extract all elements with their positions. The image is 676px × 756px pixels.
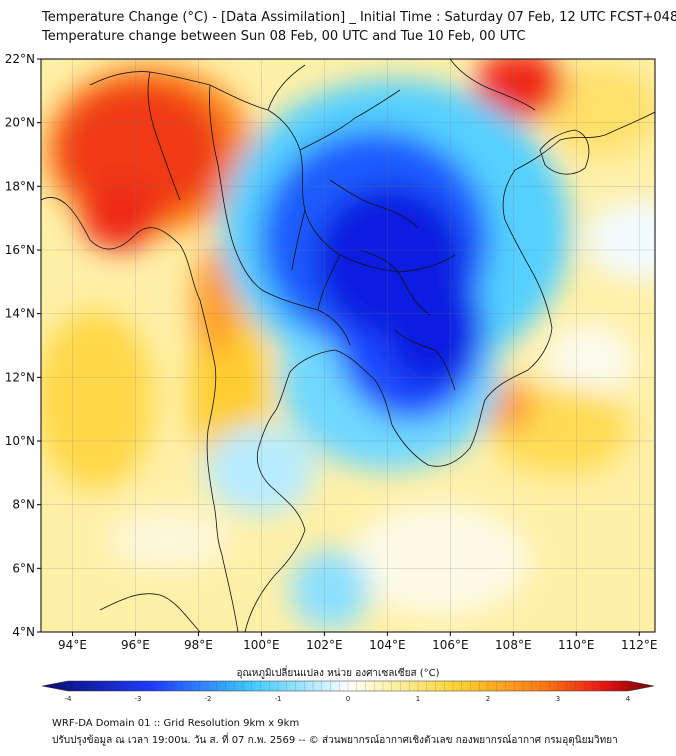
colorbar-tick-label: -3 — [135, 695, 142, 703]
latitude-axis: 22°N 20°N 18°N 16°N 14°N 12°N 10°N 8°N 6°N 4°N — [5, 52, 41, 639]
colorbar-tick-label: 4 — [626, 695, 631, 703]
footer-model-info: WRF-DA Domain 01 :: Grid Resolution 9km … — [52, 718, 300, 729]
lat-tick-label: 20°N — [5, 116, 35, 130]
colorbar-tick-label: 3 — [556, 695, 560, 703]
lon-tick-label: 94°E — [58, 638, 87, 652]
colorbar-tick-label: 2 — [486, 695, 490, 703]
lon-tick-label: 96°E — [121, 638, 150, 652]
lon-tick-label: 106°E — [432, 638, 469, 652]
footer-credit: ปรับปรุงข้อมูล ณ เวลา 19:00น. วัน ส. ที่… — [52, 735, 618, 746]
lat-tick-label: 12°N — [5, 370, 35, 384]
lat-tick-label: 10°N — [5, 434, 35, 448]
colorbar-tick-label: -2 — [205, 695, 212, 703]
lon-tick-label: 98°E — [184, 638, 213, 652]
map-frame — [40, 58, 656, 633]
lat-tick-label: 14°N — [5, 307, 35, 321]
temperature-field — [41, 59, 655, 632]
lat-tick-label: 16°N — [5, 243, 35, 257]
colorbar-tick-label: 1 — [416, 695, 420, 703]
lon-tick-label: 112°E — [621, 638, 658, 652]
graticule — [41, 59, 655, 632]
colorbar-tick-label: -1 — [275, 695, 282, 703]
lon-tick-label: 108°E — [495, 638, 532, 652]
colorbar: -4 -3 -2 -1 0 1 2 3 4 — [41, 680, 655, 703]
chart-subtitle: Temperature change between Sun 08 Feb, 0… — [42, 29, 526, 44]
lon-tick-label: 102°E — [306, 638, 343, 652]
lon-tick-label: 104°E — [369, 638, 406, 652]
colorbar-label: อุณหภูมิเปลี่ยนแปลง หน่วย องศาเซลเซียส (… — [236, 668, 440, 679]
lat-tick-label: 8°N — [12, 498, 35, 512]
lat-tick-label: 18°N — [5, 179, 35, 193]
chart-title: Temperature Change (°C) - [Data Assimila… — [42, 10, 676, 25]
lon-tick-label: 100°E — [243, 638, 280, 652]
lat-tick-label: 6°N — [12, 561, 35, 575]
colorbar-tick-label: 0 — [346, 695, 350, 703]
lon-tick-label: 110°E — [558, 638, 595, 652]
lat-tick-label: 4°N — [12, 625, 35, 639]
longitude-axis: 94°E 96°E 98°E 100°E 102°E 104°E 106°E 108°E 110… — [58, 632, 658, 652]
coastline-borders — [41, 59, 655, 632]
colorbar-tick-label: -4 — [65, 695, 73, 703]
lat-tick-label: 22°N — [5, 52, 35, 66]
